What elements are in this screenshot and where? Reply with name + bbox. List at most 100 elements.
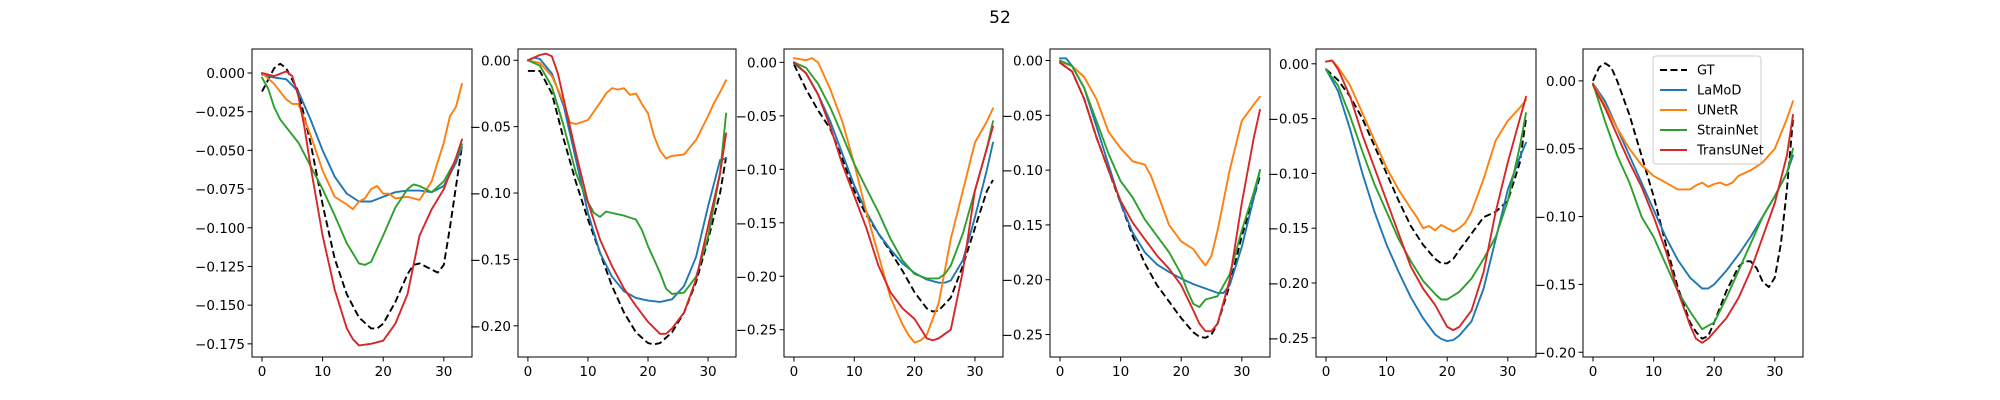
x-tick-label: 0 <box>790 364 799 380</box>
y-tick-label: −0.20 <box>470 319 511 335</box>
series-line-strainnet <box>793 61 994 280</box>
x-tick-label: 0 <box>1056 364 1065 380</box>
x-tick-label: 20 <box>1173 364 1190 380</box>
y-tick-label: −0.20 <box>1535 345 1576 361</box>
series-line-unetr <box>1059 60 1261 267</box>
x-tick-label: 0 <box>1322 364 1331 380</box>
series-line-gt <box>1325 68 1527 265</box>
legend-box <box>1652 55 1762 165</box>
y-tick-label: −0.15 <box>1535 277 1576 293</box>
y-tick-label: −0.050 <box>195 143 245 159</box>
y-tick-label: −0.10 <box>1535 210 1576 226</box>
series-line-unetr <box>261 72 463 211</box>
plot-area <box>1316 49 1536 357</box>
series-line-strainnet <box>1592 82 1794 331</box>
y-tick-label: 0.00 <box>1279 57 1309 73</box>
axes-frame <box>783 48 1004 358</box>
series-line-strainnet <box>1059 59 1261 309</box>
x-tick-label: 0 <box>524 364 533 380</box>
series-group <box>526 52 728 346</box>
y-tick-label: −0.15 <box>1002 218 1043 234</box>
y-tick-label: −0.20 <box>1268 276 1309 292</box>
series-line-unetr <box>1325 59 1527 233</box>
y-tick-label: −0.05 <box>470 120 511 136</box>
axes-frame <box>1315 48 1537 358</box>
series-line-strainnet <box>261 76 463 266</box>
subplot-3: 0 10 20 30 0.00 −0.05 −0.10 −0.15 −0.20 −0.25 <box>736 48 1004 380</box>
figure-suptitle: 52 <box>989 8 1011 28</box>
x-tick-label: 20 <box>1706 364 1723 380</box>
subplot-1: 0 10 20 30 0.000 −0.025 −0.050 −0.075 −0.100 −0.1… <box>195 48 473 380</box>
y-tick-label: −0.20 <box>1002 273 1043 289</box>
y-tick-label: −0.10 <box>736 162 777 178</box>
y-tick-label: −0.100 <box>195 221 245 237</box>
series-group <box>1325 59 1527 343</box>
x-tick-label: 10 <box>1378 364 1395 380</box>
y-tick-label: −0.15 <box>1268 221 1309 237</box>
legend-label-transunet: TransUNet <box>1696 144 1764 159</box>
subplot-grid: 0 10 20 300.000−0.025−0.050−0.075−0.100−0.1… <box>195 48 1804 380</box>
plot-area <box>252 49 472 357</box>
series-line-unetr <box>526 59 728 160</box>
y-tick-label: −0.15 <box>736 216 777 232</box>
x-tick-label: 20 <box>375 364 392 380</box>
series-line-gt <box>261 62 463 330</box>
series-line-gt <box>1592 62 1794 340</box>
series-group <box>1059 57 1261 339</box>
subplot-4: 0 10 20 30 0.00 −0.05 −0.10 −0.15 −0.20 −0.25 <box>1002 48 1271 380</box>
x-tick-label: 30 <box>699 364 716 380</box>
y-tick-label: 0.000 <box>206 66 245 82</box>
series-line-transunet <box>1592 84 1794 344</box>
series-line-unetr <box>793 57 994 344</box>
y-tick-label: −0.25 <box>736 323 777 339</box>
subplot-2: 0 10 20 30 0.00 −0.05 −0.10 −0.15 −0.20 <box>470 48 737 380</box>
x-tick-label: 30 <box>1233 364 1250 380</box>
y-tick-label: −0.10 <box>470 186 511 202</box>
y-tick-label: −0.25 <box>1002 328 1043 344</box>
y-tick-label: −0.05 <box>736 109 777 125</box>
y-tick-label: −0.150 <box>195 298 245 314</box>
series-line-strainnet <box>526 59 728 295</box>
subplot-6: 0 10 20 30 0.00 −0.05 −0.10 −0.15 −0.20 GT LaMoD UN… <box>1535 48 1804 380</box>
axes-frame <box>517 48 737 358</box>
axes-frame <box>251 48 473 358</box>
y-tick-label: −0.20 <box>736 269 777 285</box>
series-line-lamod <box>1325 68 1527 343</box>
x-tick-label: 10 <box>846 364 863 380</box>
plot-area <box>518 49 736 357</box>
x-tick-label: 10 <box>314 364 331 380</box>
subplot-5: 0 10 20 30 0.00 −0.05 −0.10 −0.15 −0.20 −0.25 <box>1268 48 1537 380</box>
y-tick-label: −0.10 <box>1002 163 1043 179</box>
y-tick-label: −0.10 <box>1268 166 1309 182</box>
x-tick-label: 10 <box>1645 364 1662 380</box>
series-group <box>1592 62 1794 344</box>
x-tick-label: 30 <box>1766 364 1783 380</box>
series-line-transunet <box>261 70 463 347</box>
y-tick-label: −0.05 <box>1268 112 1309 128</box>
x-tick-label: 30 <box>966 364 983 380</box>
axes-frame <box>1582 48 1804 358</box>
y-tick-label: −0.25 <box>1268 331 1309 347</box>
y-tick-label: −0.05 <box>1002 108 1043 124</box>
series-line-transunet <box>1325 59 1527 332</box>
series-line-strainnet <box>1325 68 1527 301</box>
x-tick-label: 10 <box>579 364 596 380</box>
y-tick-label: −0.025 <box>195 105 245 121</box>
x-tick-label: 10 <box>1112 364 1129 380</box>
y-tick-label: −0.05 <box>1535 142 1576 158</box>
y-tick-label: −0.075 <box>195 182 245 198</box>
series-line-lamod <box>526 56 728 303</box>
series-group <box>793 57 994 344</box>
plot-area <box>1050 49 1270 357</box>
y-tick-label: 0.00 <box>747 55 777 71</box>
series-line-lamod <box>793 62 994 284</box>
legend-label-strainnet: StrainNet <box>1697 124 1758 139</box>
series-line-transunet <box>1059 61 1261 333</box>
y-tick-label: 0.00 <box>1013 54 1043 70</box>
x-tick-label: 0 <box>1589 364 1598 380</box>
plot-area <box>784 49 1003 357</box>
x-tick-label: 0 <box>258 364 267 380</box>
y-tick-label: −0.125 <box>195 259 245 275</box>
y-tick-label: −0.15 <box>470 252 511 268</box>
